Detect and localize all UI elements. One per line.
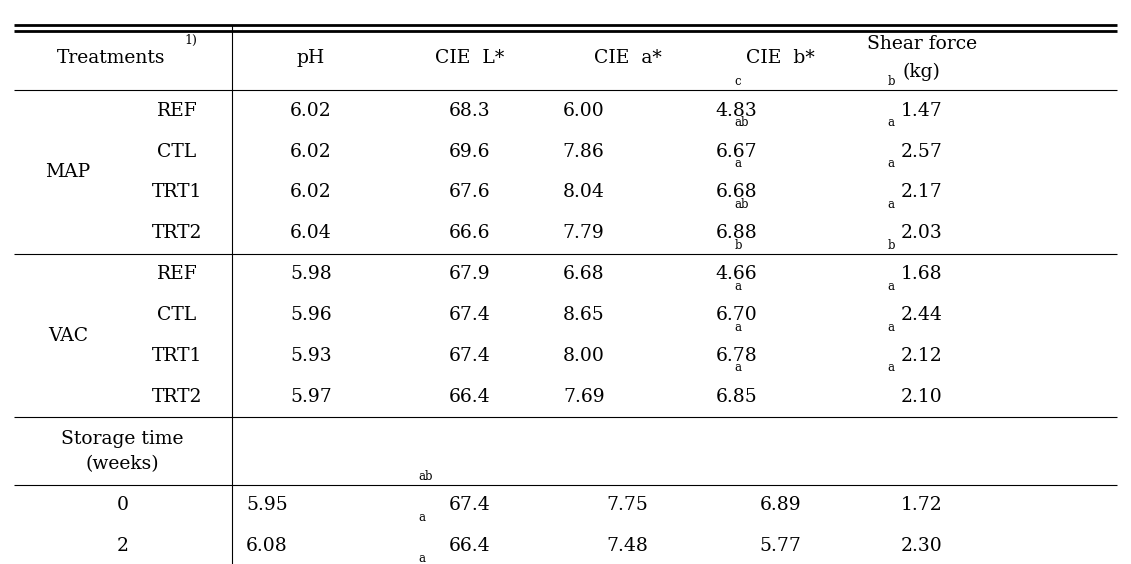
Text: ab: ab xyxy=(418,470,433,483)
Text: 6.67: 6.67 xyxy=(716,143,758,161)
Text: 69.6: 69.6 xyxy=(449,143,490,161)
Text: MAP: MAP xyxy=(45,163,90,181)
Text: 6.00: 6.00 xyxy=(563,102,605,120)
Text: CIE  a*: CIE a* xyxy=(594,49,662,67)
Text: 66.4: 66.4 xyxy=(449,388,490,406)
Text: 66.6: 66.6 xyxy=(449,224,490,243)
Text: ab: ab xyxy=(735,198,750,211)
Text: 2.03: 2.03 xyxy=(901,224,942,243)
Text: 6.02: 6.02 xyxy=(291,143,331,161)
Text: 67.6: 67.6 xyxy=(449,183,490,201)
Text: REF: REF xyxy=(156,265,198,283)
Text: 6.68: 6.68 xyxy=(716,183,758,201)
Text: VAC: VAC xyxy=(48,327,88,345)
Text: TRT1: TRT1 xyxy=(152,347,202,365)
Text: 66.4: 66.4 xyxy=(449,537,490,556)
Text: 1.68: 1.68 xyxy=(901,265,942,283)
Text: 6.70: 6.70 xyxy=(716,306,758,324)
Text: 6.08: 6.08 xyxy=(247,537,288,556)
Text: a: a xyxy=(735,157,742,170)
Text: 0: 0 xyxy=(116,496,129,514)
Text: b: b xyxy=(888,75,895,88)
Text: 8.65: 8.65 xyxy=(563,306,605,324)
Text: Storage time: Storage time xyxy=(61,430,184,448)
Text: b: b xyxy=(735,239,742,252)
Text: 2.30: 2.30 xyxy=(901,537,942,556)
Text: ab: ab xyxy=(735,116,750,129)
Text: a: a xyxy=(888,157,895,170)
Text: 6.89: 6.89 xyxy=(760,496,801,514)
Text: a: a xyxy=(418,511,425,524)
Text: 5.97: 5.97 xyxy=(291,388,331,406)
Text: (kg): (kg) xyxy=(903,63,941,81)
Text: 5.95: 5.95 xyxy=(247,496,288,514)
Text: 4.83: 4.83 xyxy=(716,102,758,120)
Text: 2.10: 2.10 xyxy=(901,388,942,406)
Text: REF: REF xyxy=(156,102,198,120)
Text: 7.86: 7.86 xyxy=(563,143,605,161)
Text: 67.4: 67.4 xyxy=(449,496,490,514)
Text: 1.72: 1.72 xyxy=(901,496,942,514)
Text: 5.93: 5.93 xyxy=(291,347,331,365)
Text: 2.57: 2.57 xyxy=(900,143,943,161)
Text: 6.78: 6.78 xyxy=(716,347,758,365)
Text: 7.69: 7.69 xyxy=(563,388,605,406)
Text: a: a xyxy=(888,280,895,293)
Text: CIE  L*: CIE L* xyxy=(434,49,504,67)
Text: 7.48: 7.48 xyxy=(606,537,649,556)
Text: 5.77: 5.77 xyxy=(759,537,802,556)
Text: a: a xyxy=(735,320,742,333)
Text: 8.04: 8.04 xyxy=(563,183,605,201)
Text: a: a xyxy=(418,552,425,564)
Text: 8.00: 8.00 xyxy=(563,347,605,365)
Text: a: a xyxy=(735,362,742,374)
Text: 1.47: 1.47 xyxy=(901,102,942,120)
Text: 6.02: 6.02 xyxy=(291,183,331,201)
Text: 5.98: 5.98 xyxy=(291,265,331,283)
Text: 6.04: 6.04 xyxy=(291,224,331,243)
Text: 6.85: 6.85 xyxy=(716,388,758,406)
Text: 4.66: 4.66 xyxy=(716,265,758,283)
Text: b: b xyxy=(888,239,895,252)
Text: 67.4: 67.4 xyxy=(449,306,490,324)
Text: TRT2: TRT2 xyxy=(152,224,202,243)
Text: 2: 2 xyxy=(116,537,129,556)
Text: 68.3: 68.3 xyxy=(449,102,490,120)
Text: CTL: CTL xyxy=(157,143,197,161)
Text: 67.4: 67.4 xyxy=(449,347,490,365)
Text: TRT1: TRT1 xyxy=(152,183,202,201)
Text: a: a xyxy=(888,320,895,333)
Text: Treatments: Treatments xyxy=(58,49,165,67)
Text: pH: pH xyxy=(297,49,325,67)
Text: 5.96: 5.96 xyxy=(291,306,331,324)
Text: 6.02: 6.02 xyxy=(291,102,331,120)
Text: 7.75: 7.75 xyxy=(606,496,649,514)
Text: TRT2: TRT2 xyxy=(152,388,202,406)
Text: 2.44: 2.44 xyxy=(900,306,943,324)
Text: (weeks): (weeks) xyxy=(86,455,159,473)
Text: c: c xyxy=(735,75,741,88)
Text: a: a xyxy=(735,280,742,293)
Text: 7.79: 7.79 xyxy=(563,224,605,243)
Text: CIE  b*: CIE b* xyxy=(746,49,814,67)
Text: Shear force: Shear force xyxy=(866,35,977,52)
Text: a: a xyxy=(888,362,895,374)
Text: 67.9: 67.9 xyxy=(449,265,490,283)
Text: 2.17: 2.17 xyxy=(901,183,942,201)
Text: 6.68: 6.68 xyxy=(563,265,605,283)
Text: CTL: CTL xyxy=(157,306,197,324)
Text: 2.12: 2.12 xyxy=(901,347,942,365)
Text: a: a xyxy=(888,198,895,211)
Text: 6.88: 6.88 xyxy=(716,224,758,243)
Text: a: a xyxy=(888,116,895,129)
Text: 1): 1) xyxy=(184,34,198,47)
